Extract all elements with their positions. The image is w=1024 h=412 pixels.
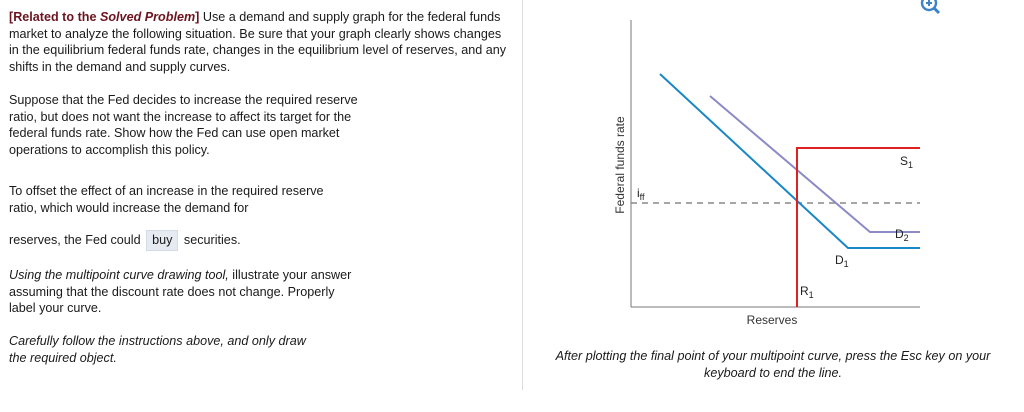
r1-label: R1 [800, 284, 814, 300]
careful-note: Carefully follow the instructions above,… [9, 334, 306, 365]
x-axis-label: Reserves [747, 313, 798, 327]
panel-divider [522, 0, 523, 390]
tool-instructions: Using the multipoint curve drawing tool,… [9, 268, 352, 315]
fed-funds-graph[interactable]: Federal funds rate Reserves iff S1 D2 D1… [540, 0, 1020, 412]
related-tag: [Related to the Solved Problem] [9, 10, 200, 24]
demand-curve-d2[interactable] [709, 95, 920, 233]
answer-line: reserves, the Fed could buy securities. [9, 230, 514, 251]
supply-curve-s1[interactable] [796, 147, 920, 307]
zoom-icon[interactable] [918, 0, 942, 18]
s1-label: S1 [900, 154, 913, 170]
problem-intro: [Related to the Solved Problem] Use a de… [9, 10, 507, 74]
demand-curve-d1[interactable] [659, 73, 920, 249]
iff-label: iff [637, 186, 645, 202]
y-axis-label: Federal funds rate [613, 116, 627, 214]
tool-footer-instruction: After plotting the final point of your m… [555, 349, 991, 380]
d2-label: D2 [895, 227, 909, 243]
answer-dropdown[interactable]: buy [146, 230, 179, 251]
problem-scenario: Suppose that the Fed decides to increase… [9, 93, 358, 157]
offset-text: To offset the effect of an increase in t… [9, 184, 324, 215]
d1-label: D1 [835, 253, 849, 269]
